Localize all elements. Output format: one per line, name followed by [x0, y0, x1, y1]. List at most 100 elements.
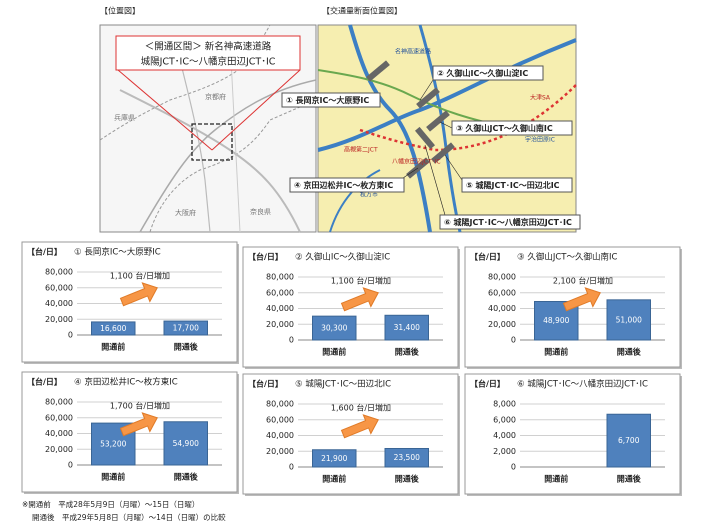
section-label: ① 長岡京IC～大原野IC	[286, 95, 369, 105]
chart-panel: 【台/日】 ④ 京田辺松井IC～枚方東IC 0 20,000 40,000 60,000 8…	[21, 371, 239, 494]
chart-panel: 【台/日】 ① 長岡京IC～大原野IC 0 20,000 40,000 60,000 80,…	[21, 241, 239, 364]
map-label: 【位置図】	[100, 6, 140, 16]
section-box	[451, 120, 573, 136]
y-tick-label: 20,000	[45, 315, 73, 324]
map-label: 枚方市	[360, 191, 378, 199]
map-label: 八幡京田辺JCT･IC	[392, 158, 441, 166]
y-tick-label: 0	[68, 461, 73, 470]
y-tick-label: 80,000	[45, 398, 73, 407]
unit-label: 【台/日】	[248, 379, 283, 389]
annotation: 2,100 台/日増加	[553, 276, 613, 286]
place: 大阪府	[175, 208, 196, 217]
section-box	[439, 214, 581, 230]
annotation: 1,100 台/日増加	[110, 271, 170, 281]
chart-title: ④ 京田辺松井IC～枚方東IC	[74, 377, 178, 388]
map-label: 高槻第二JCT	[344, 146, 378, 154]
unit-label: 【台/日】	[27, 377, 62, 387]
y-tick-label: 40,000	[45, 299, 73, 308]
unit-label: 【台/日】	[27, 247, 62, 257]
y-tick-label: 0	[68, 331, 73, 340]
y-tick-label: 60,000	[45, 283, 73, 292]
x-tick-label: 開通後	[174, 342, 199, 352]
y-tick-label: 20,000	[266, 320, 294, 329]
chart-title: ⑥ 城陽JCT･IC～八幡京田辺JCT･IC	[517, 379, 648, 390]
y-tick-label: 20,000	[266, 447, 294, 456]
chart-title: ② 久御山IC～久御山淀IC	[295, 252, 390, 263]
section-labels: ① 長岡京IC～大原野IC ② 久御山IC～久御山淀IC ③ 久御山JCT～久御山南…	[281, 65, 581, 230]
x-tick-label: 開通後	[617, 347, 642, 357]
section-box	[432, 65, 544, 81]
y-tick-label: 0	[289, 336, 294, 345]
unit-label: 【台/日】	[248, 252, 283, 262]
y-tick-label: 60,000	[488, 288, 516, 297]
y-tick-label: 80,000	[488, 273, 516, 282]
annotation: 1,700 台/日増加	[110, 401, 170, 411]
y-tick-label: 60,000	[45, 413, 73, 422]
y-tick-label: 80,000	[266, 400, 294, 409]
x-tick-label: 開通前	[322, 347, 346, 357]
x-tick-label: 開通後	[395, 347, 420, 357]
section-box	[281, 92, 381, 108]
increase-arrow	[119, 412, 158, 437]
annotation: 1,600 台/日増加	[331, 403, 391, 413]
value-label: 17,700	[173, 324, 199, 333]
increase-arrow	[340, 414, 379, 439]
callout-text: 城陽JCT･IC～八幡京田辺JCT･IC	[141, 56, 276, 68]
y-tick-label: 4,000	[493, 431, 516, 440]
note: ※開通前 平成28年5月9日（月曜）～15日（日曜）	[22, 499, 199, 509]
chart-title: ① 長岡京IC～大原野IC	[74, 247, 161, 258]
value-label: 16,600	[100, 324, 126, 333]
map-label: 【交通量断面位置図】	[322, 6, 402, 16]
note: 開通後 平成29年5月8日（月曜）～14日（日曜）の比較	[32, 512, 226, 522]
value-label: 51,000	[616, 315, 642, 324]
map-label: 名神高速道路	[395, 48, 431, 56]
value-label: 21,900	[321, 454, 347, 463]
y-tick-label: 60,000	[266, 288, 294, 297]
x-tick-label: 開通後	[617, 474, 642, 484]
bar	[384, 447, 429, 468]
y-tick-label: 0	[289, 463, 294, 472]
x-tick-label: 開通前	[101, 342, 125, 352]
chart-title: ③ 久御山JCT～久御山南IC	[517, 252, 617, 263]
y-tick-label: 2,000	[493, 447, 516, 456]
y-tick-label: 20,000	[45, 445, 73, 454]
value-label: 30,300	[321, 324, 347, 333]
y-tick-label: 40,000	[45, 429, 73, 438]
location-map	[99, 24, 317, 233]
x-tick-label: 開通前	[101, 472, 125, 482]
section-label: ③ 久御山JCT～久御山南IC	[456, 123, 553, 133]
increase-arrow	[340, 287, 379, 312]
callout-text: ＜開通区間＞ 新名神高速道路	[145, 41, 272, 53]
y-tick-label: 20,000	[488, 320, 516, 329]
chart-panel: 【台/日】 ② 久御山IC～久御山淀IC 0 20,000 40,000 60,000 80…	[242, 246, 460, 369]
bar	[312, 315, 357, 341]
map-label: 宇治田原IC	[525, 136, 555, 144]
bar	[384, 314, 429, 341]
y-tick-label: 40,000	[266, 304, 294, 313]
value-label: 31,400	[394, 323, 420, 332]
charts: 【台/日】 ① 長岡京IC～大原野IC 0 20,000 40,000 60,000 80,…	[21, 241, 682, 496]
bar	[312, 449, 357, 468]
section-label: ② 久御山IC～久御山淀IC	[437, 68, 528, 78]
section-box	[289, 177, 405, 193]
unit-label: 【台/日】	[470, 379, 505, 389]
section-label: ⑥ 城陽JCT･IC～八幡京田辺JCT･IC	[444, 217, 572, 227]
y-tick-label: 8,000	[493, 400, 516, 409]
annotation: 1,100 台/日増加	[331, 276, 391, 286]
bar	[91, 321, 136, 336]
x-tick-label: 開通前	[322, 474, 346, 484]
value-label: 6,700	[618, 436, 640, 445]
chart-title: ⑤ 城陽JCT･IC～田辺北IC	[295, 380, 391, 390]
increase-arrow	[119, 282, 158, 307]
section-label: ⑤ 城陽JCT･IC～田辺北IC	[466, 180, 560, 190]
bar	[163, 320, 208, 336]
x-tick-label: 開通後	[395, 474, 420, 484]
place: 奈良県	[250, 207, 271, 216]
y-tick-label: 0	[511, 336, 516, 345]
y-tick-label: 60,000	[266, 415, 294, 424]
increase-arrow	[562, 287, 601, 312]
y-tick-label: 80,000	[266, 273, 294, 282]
value-label: 23,500	[394, 453, 420, 462]
chart-panel: 【台/日】 ⑤ 城陽JCT･IC～田辺北IC 0 20,000 40,000 60,000…	[242, 373, 460, 496]
x-tick-label: 開通前	[544, 347, 568, 357]
